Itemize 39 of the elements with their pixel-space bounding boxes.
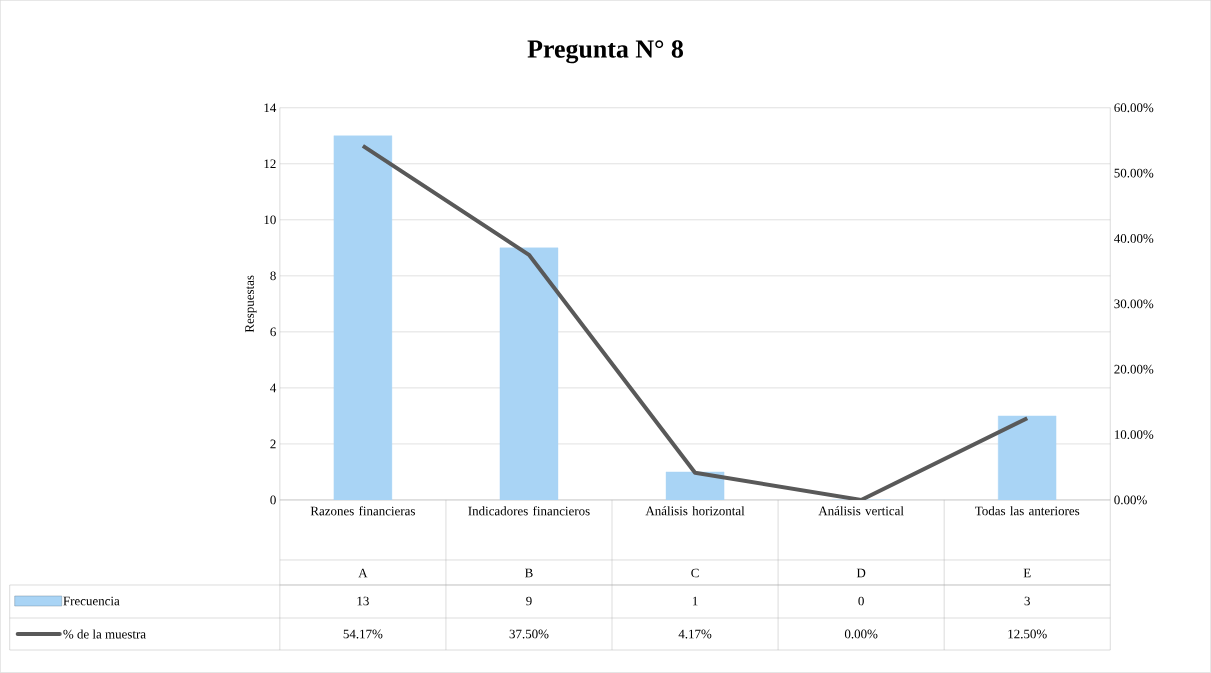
data-label: 1 — [692, 596, 698, 606]
x-tick-label: Todas las anteriores — [975, 506, 1080, 516]
y-tick-label: 8 — [270, 271, 276, 281]
y2-tick-label: 40.00% — [1114, 234, 1154, 244]
x-tick-label: Indicadores financieros — [468, 506, 590, 516]
legend-label: % de la muestra — [63, 629, 146, 639]
y2-tick-label: 60.00% — [1114, 103, 1154, 113]
y-tick-label: 6 — [270, 327, 276, 337]
y-tick-label: 12 — [264, 159, 276, 169]
data-label: 13 — [357, 596, 369, 606]
legend-label: Frecuencia — [63, 596, 120, 606]
text: E — [1023, 568, 1031, 578]
data-label: 0 — [858, 596, 864, 606]
y2-tick-label: 20.00% — [1114, 364, 1154, 374]
x-tick-label: Razones financieras — [310, 506, 415, 516]
data-label: 3 — [1024, 596, 1030, 606]
data-label: 0.00% — [844, 629, 878, 639]
x-tick-label: Análisis horizontal — [645, 506, 745, 516]
y-axis-title: Respuestas — [245, 275, 257, 333]
text: B — [525, 568, 533, 578]
y2-tick-label: 10.00% — [1114, 430, 1154, 440]
y-tick-label: 0 — [270, 495, 276, 505]
chart-title: Pregunta N° 8 — [527, 40, 683, 64]
data-label: 4.17% — [678, 629, 712, 639]
y2-tick-label: 30.00% — [1114, 299, 1154, 309]
data-label: 37.50% — [509, 629, 549, 639]
data-label: 9 — [526, 596, 532, 606]
y2-tick-label: 0.00% — [1114, 495, 1147, 505]
data-label: 12.50% — [1008, 629, 1047, 639]
y-tick-label: 14 — [264, 103, 277, 113]
text: A — [358, 568, 368, 578]
y-tick-label: 10 — [264, 215, 276, 225]
text: D — [856, 568, 866, 578]
y-tick-label: 4 — [270, 383, 277, 393]
y2-tick-label: 50.00% — [1114, 168, 1154, 178]
text: C — [691, 568, 699, 578]
x-tick-label: Análisis vertical — [818, 506, 904, 516]
y-tick-label: 2 — [270, 439, 276, 449]
data-label: 54.17% — [343, 629, 383, 639]
